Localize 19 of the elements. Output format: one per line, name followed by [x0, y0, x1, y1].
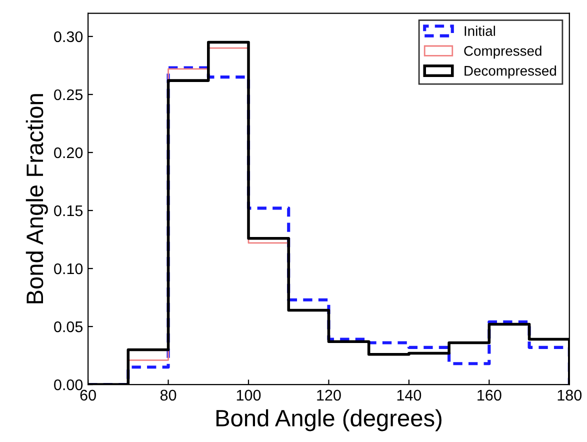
x-tick-label: 100: [236, 390, 261, 401]
legend-label: Compressed: [464, 46, 542, 59]
x-tick-label: 60: [80, 390, 96, 401]
y-tick-label: 0.10: [54, 263, 83, 274]
x-tick-label: 120: [317, 390, 341, 401]
x-tick-label: 180: [558, 390, 582, 401]
x-tick-label: 140: [397, 390, 422, 401]
x-axis-title: Bond Angle (degrees): [216, 409, 442, 432]
y-axis-title: Bond Angle Fraction: [26, 94, 48, 304]
y-tick-label: 0.25: [54, 89, 83, 100]
legend-label: Decompressed: [464, 66, 556, 78]
y-tick-label: 0.00: [54, 379, 83, 390]
y-tick-label: 0.30: [54, 31, 83, 42]
y-tick-label: 0.15: [54, 205, 83, 216]
y-tick-label: 0.20: [54, 147, 83, 158]
x-tick-label: 80: [160, 390, 176, 401]
legend-label: Initial: [464, 26, 495, 36]
x-tick-label: 160: [478, 390, 502, 401]
y-tick-label: 0.05: [54, 321, 83, 332]
